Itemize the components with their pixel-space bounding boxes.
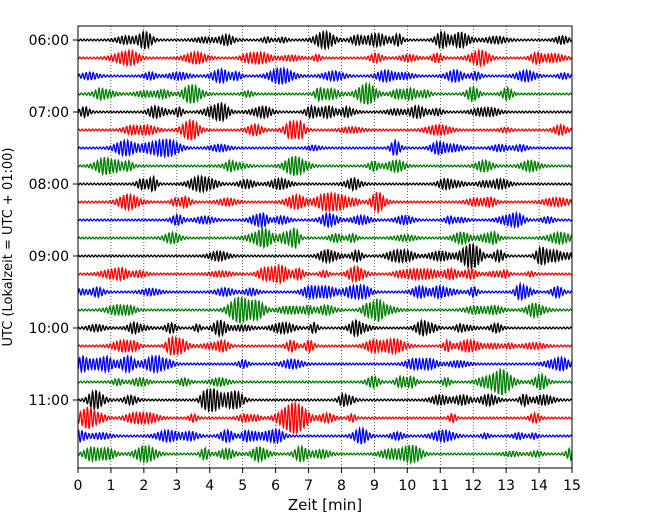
x-axis-label: Zeit [min] [288,496,362,514]
trace-line [77,263,573,286]
trace-line [77,210,573,230]
trace-line [77,101,573,124]
x-tick-label: 4 [205,478,214,494]
trace-line [77,388,573,414]
trace-line [77,353,573,375]
trace-line [77,29,573,52]
trace-line [77,226,573,250]
x-tick-label: 15 [563,478,581,494]
trace-line [77,243,573,270]
x-tick-label: 11 [431,478,449,494]
trace-line [77,65,573,85]
y-tick-label: 07:00 [29,105,69,121]
x-tick-label: 10 [398,478,416,494]
x-tick-label: 1 [106,478,115,494]
plot-background [78,26,572,468]
y-axis-ticks: 06:00 07:00 08:00 09:00 10:00 11:00 [29,33,78,409]
x-tick-label: 7 [304,478,313,494]
x-tick-label: 3 [172,478,181,494]
y-tick-label: 06:00 [29,33,69,49]
x-tick-label: 5 [238,478,247,494]
trace-line [77,443,573,466]
x-tick-label: 0 [74,478,83,494]
x-axis-ticks: 0 1 2 3 4 5 6 7 8 9 10 11 12 13 14 15 [74,468,581,494]
trace-line [77,334,573,357]
x-tick-label: 12 [464,478,482,494]
y-tick-label: 10:00 [29,321,69,337]
trace-line [77,367,573,396]
y-tick-label: 08:00 [29,177,69,193]
x-tick-label: 6 [271,478,280,494]
trace-line [77,173,573,194]
x-tick-label: 8 [337,478,346,494]
trace-line [77,81,573,105]
trace-line [77,47,573,68]
plot-frame [77,25,573,469]
y-tick-label: 11:00 [29,393,69,409]
trace-line [77,137,573,160]
trace-line [77,318,573,339]
x-tick-label: 2 [139,478,148,494]
trace-line [77,296,573,324]
traces [77,29,573,466]
trace-line [77,402,573,435]
x-tick-label: 9 [370,478,379,494]
trace-line [77,118,573,141]
trace-line [77,281,573,302]
trace-line [77,155,573,177]
y-tick-label: 09:00 [29,249,69,265]
trace-line [77,190,573,215]
trace-line [77,425,573,445]
y-axis-label: UTC (Lokalzeit = UTC + 01:00) [1,148,16,347]
x-tick-label: 13 [497,478,515,494]
x-tick-label: 14 [530,478,548,494]
